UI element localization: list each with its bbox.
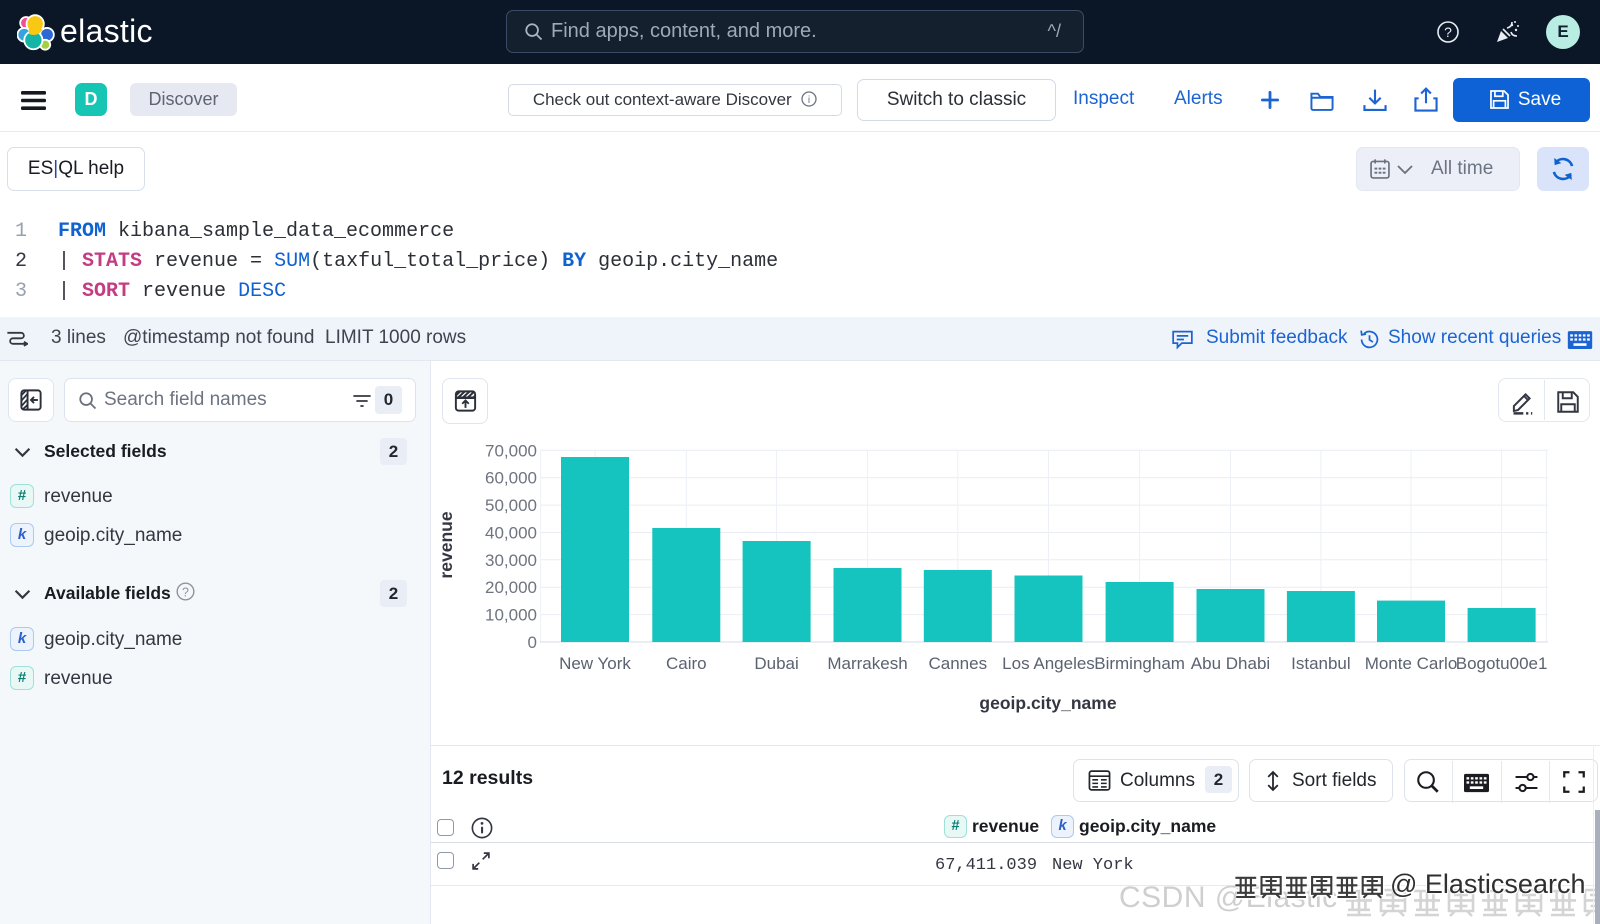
svg-text:Marrakesh: Marrakesh	[827, 654, 907, 673]
svg-text:Bogotu00e1: Bogotu00e1	[1456, 654, 1548, 673]
svg-text:50,000: 50,000	[485, 496, 537, 515]
svg-text:geoip.city_name: geoip.city_name	[979, 693, 1116, 713]
svg-text:70,000: 70,000	[485, 441, 537, 460]
svg-text:Abu Dhabi: Abu Dhabi	[1191, 654, 1270, 673]
svg-text:i: i	[808, 95, 810, 106]
svg-text:Monte Carlo: Monte Carlo	[1365, 654, 1458, 673]
svg-text:30,000: 30,000	[485, 551, 537, 570]
svg-text:10,000: 10,000	[485, 606, 537, 625]
svg-text:60,000: 60,000	[485, 469, 537, 488]
svg-text:Dubai: Dubai	[754, 654, 798, 673]
svg-text:?: ?	[182, 585, 189, 599]
svg-text:Birmingham: Birmingham	[1094, 654, 1185, 673]
svg-text:revenue: revenue	[436, 511, 456, 578]
svg-text:Cairo: Cairo	[666, 654, 707, 673]
svg-text:New York: New York	[559, 654, 631, 673]
svg-text:40,000: 40,000	[485, 524, 537, 543]
svg-text:?: ?	[1444, 24, 1452, 40]
svg-text:Cannes: Cannes	[928, 654, 987, 673]
svg-text:0: 0	[528, 633, 537, 652]
svg-text:20,000: 20,000	[485, 578, 537, 597]
svg-text:Istanbul: Istanbul	[1291, 654, 1351, 673]
svg-text:Los Angeles: Los Angeles	[1002, 654, 1095, 673]
